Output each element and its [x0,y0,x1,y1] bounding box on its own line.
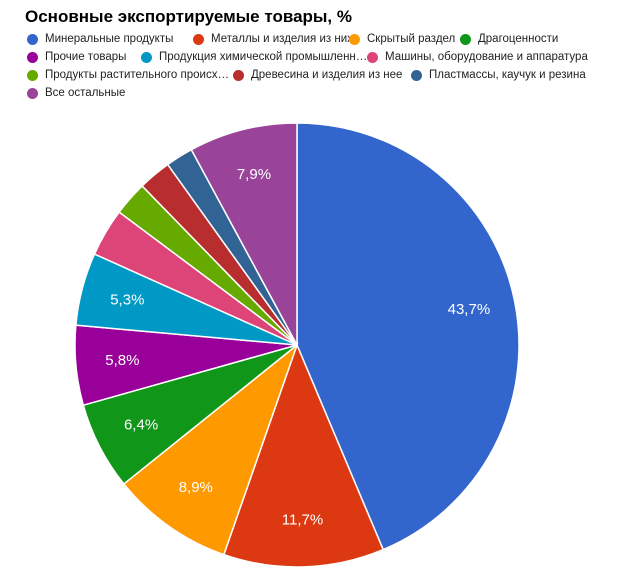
legend-label: Прочие товары [45,51,127,63]
legend-item[interactable]: Прочие товары [27,48,126,66]
legend-item[interactable]: Драгоценности [460,30,558,48]
legend-swatch [27,69,38,81]
legend-swatch [141,51,152,63]
legend-swatch [367,51,378,63]
legend-label: Металлы и изделия из них [211,33,353,45]
legend-item[interactable]: Машины, оборудование и аппаратура [367,48,588,66]
legend-label: Драгоценности [478,33,559,45]
legend-swatch [411,69,422,81]
legend-item[interactable]: Все остальные [27,84,125,102]
legend-label: Машины, оборудование и аппаратура [385,51,588,63]
legend-label: Все остальные [45,87,126,99]
legend-swatch [193,33,204,45]
pie-slice[interactable] [296,122,520,551]
legend-label: Продукты растительного происх… [45,69,229,81]
slice-value-label: 8,9% [179,479,213,496]
legend-item[interactable]: Пластмассы, каучук и резина [411,66,586,84]
chart-title: Основные экспортируемые товары, % [25,7,352,26]
legend-label: Пластмассы, каучук и резина [429,69,586,81]
legend-swatch [27,87,38,99]
legend-label: Продукция химической промышленн… [159,51,368,63]
slice-value-label: 6,4% [124,416,158,433]
legend-item[interactable]: Металлы и изделия из них [193,30,353,48]
legend-item[interactable]: Древесина и изделия из нее [233,66,402,84]
legend-label: Минеральные продукты [45,33,174,45]
legend-item[interactable]: Минеральные продукты [27,30,173,48]
legend-swatch [27,51,38,63]
slice-value-label: 5,8% [105,352,139,369]
legend-item[interactable]: Скрытый раздел [349,30,455,48]
slice-value-label: 11,7% [282,511,323,528]
pie-slice[interactable] [190,122,298,346]
slice-value-label: 7,9% [237,166,271,183]
legend-item[interactable]: Продукция химической промышленн… [141,48,367,66]
chart-legend: Минеральные продукты Металлы и изделия из… [27,30,627,110]
legend-swatch [460,33,471,45]
pie-slice[interactable] [222,342,385,568]
slice-value-label: 5,3% [110,292,144,309]
legend-label: Древесина и изделия из нее [251,69,403,81]
legend-swatch [27,33,38,45]
legend-swatch [349,33,360,45]
pie-slice[interactable] [122,342,299,556]
legend-item[interactable]: Продукты растительного происх… [27,66,229,84]
slice-value-label: 43,7% [448,301,491,318]
legend-label: Скрытый раздел [367,33,456,45]
legend-swatch [233,69,244,81]
